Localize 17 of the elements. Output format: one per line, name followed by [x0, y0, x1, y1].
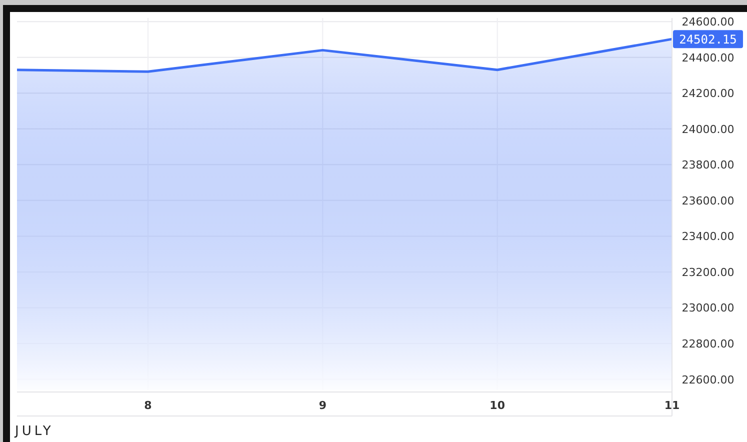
y-tick-label: 22600.00 — [682, 373, 734, 386]
y-tick-label: 23800.00 — [682, 158, 734, 172]
y-tick-label: 23600.00 — [682, 194, 734, 208]
x-axis-title: JULY — [14, 424, 54, 439]
annotation: 24502.15 — [679, 32, 737, 47]
y-tick-label: 24200.00 — [682, 87, 734, 100]
y-tick-label: 23000.00 — [682, 302, 734, 315]
x-tick-label: 8 — [144, 399, 152, 412]
y-tick-label: 22800.00 — [682, 338, 734, 350]
x-tick-label: 11 — [664, 399, 680, 412]
y-tick-label: 24000.00 — [682, 122, 734, 136]
y-tick-label: 24600.00 — [682, 16, 734, 29]
x-tick-label: 9 — [318, 399, 326, 412]
y-tick-label: 23200.00 — [682, 266, 734, 279]
y-tick-label: 24400.00 — [682, 51, 734, 64]
y-tick-label: 23400.00 — [682, 230, 734, 244]
x-tick-label: 10 — [490, 399, 506, 412]
